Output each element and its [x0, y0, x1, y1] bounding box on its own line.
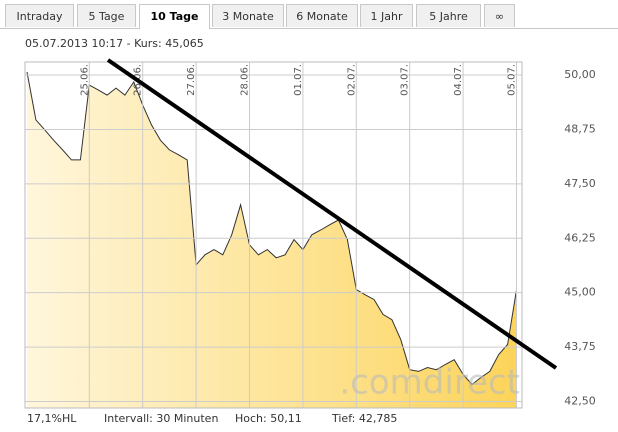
- footer-text: Hoch: 50,11: [235, 412, 302, 425]
- x-tick-label: 01.07.: [293, 64, 304, 96]
- footer-text: 17,1%HL: [27, 412, 77, 425]
- plot-frame: [24, 61, 523, 409]
- tab[interactable]: 3 Monate: [212, 4, 284, 27]
- x-tick-label: 03.07.: [400, 64, 411, 96]
- footer-text: Intervall: 30 Minuten: [104, 412, 218, 425]
- footer-text: Tief: 42,785: [331, 412, 397, 425]
- x-tick-label: 02.07.: [346, 64, 357, 96]
- tab[interactable]: 6 Monate: [286, 4, 358, 27]
- tab[interactable]: ∞: [484, 4, 515, 27]
- y-tick-label: 48,75: [564, 122, 596, 135]
- y-tick-label: 45,00: [564, 286, 596, 299]
- tab[interactable]: 5 Tage: [77, 4, 136, 27]
- y-tick-label: 43,75: [564, 340, 596, 353]
- tab[interactable]: 5 Jahre: [416, 4, 481, 27]
- x-tick-label: 28.06.: [240, 64, 251, 96]
- y-tick-label: 47,50: [564, 177, 596, 190]
- tab[interactable]: 1 Jahr: [360, 4, 413, 27]
- y-tick-label: 50,00: [564, 68, 596, 81]
- watermark: .comdirect: [339, 363, 520, 403]
- tab[interactable]: Intraday: [5, 4, 74, 27]
- x-tick-label: 27.06.: [186, 64, 197, 96]
- header-text: 05.07.2013 10:17 - Kurs: 45,065: [25, 37, 204, 50]
- tab-active[interactable]: 10 Tage: [139, 4, 210, 29]
- x-tick-label: 05.07.: [507, 64, 518, 96]
- area-fill: [27, 72, 517, 408]
- price-line: [26, 71, 517, 386]
- trend-line: [106, 58, 558, 370]
- x-tick-label: 25.06.: [79, 64, 90, 96]
- x-tick-label: 04.07.: [453, 64, 464, 96]
- y-tick-label: 46,25: [564, 231, 596, 244]
- y-tick-label: 42,50: [564, 394, 596, 407]
- tab-bar: Intraday 5 Tage 10 Tage 3 Monate 6 Monat…: [0, 0, 618, 29]
